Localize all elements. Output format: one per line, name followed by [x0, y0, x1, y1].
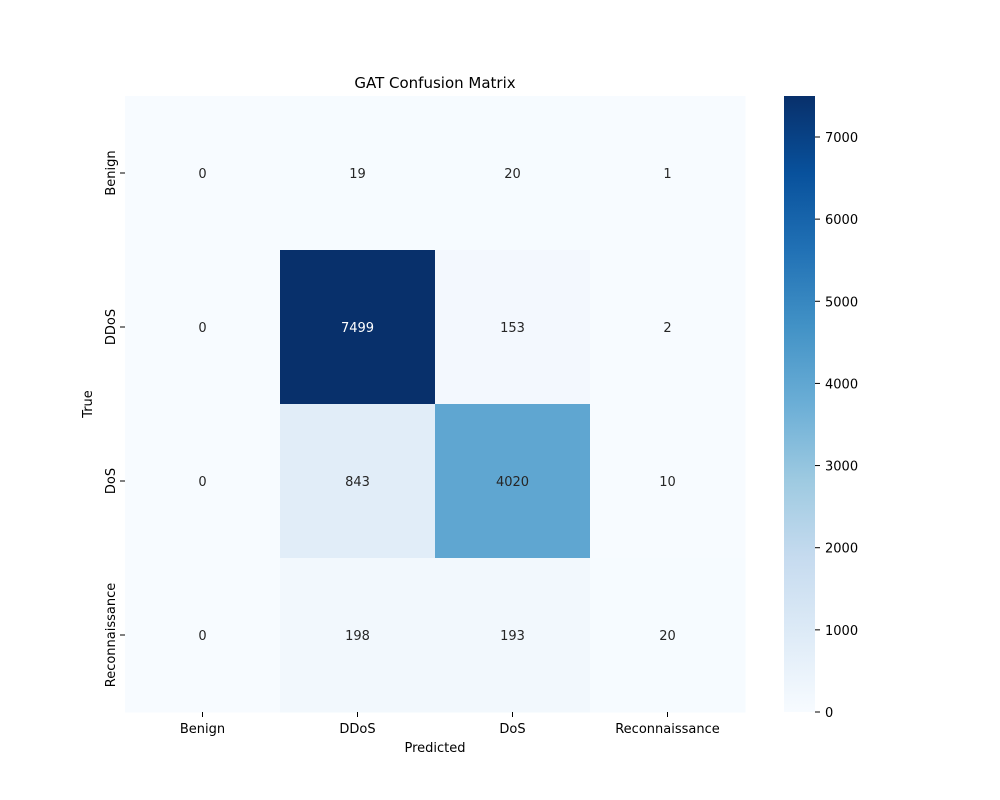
- heatmap-cell: [590, 558, 746, 713]
- cell-value-label: 4020: [496, 475, 529, 490]
- cell-value-label: 20: [659, 629, 676, 644]
- x-tick-label: Benign: [180, 722, 225, 737]
- y-axis: Benign DDoS DoS Reconnaissance: [104, 150, 125, 687]
- x-tick-label: DoS: [499, 722, 525, 737]
- y-axis-label: True: [81, 390, 96, 419]
- cell-value-label: 153: [500, 321, 525, 336]
- y-tick-label: Benign: [104, 150, 119, 195]
- cell-value-label: 0: [198, 321, 206, 336]
- heatmap-cell: [435, 250, 591, 405]
- x-axis: Benign DDoS DoS Reconnaissance: [180, 712, 720, 737]
- cell-value-label: 2: [663, 321, 671, 336]
- x-axis-label: Predicted: [404, 741, 465, 756]
- heatmap-cell: [125, 96, 281, 251]
- heatmap-cell: [280, 558, 436, 713]
- cell-value-label: 1: [663, 167, 671, 182]
- cell-value-label: 0: [198, 629, 206, 644]
- heatmap-cell: [435, 96, 591, 251]
- colorbar-tick-label: 1000: [825, 624, 858, 639]
- colorbar-gradient: [784, 96, 815, 712]
- colorbar-tick-label: 3000: [825, 460, 858, 475]
- heatmap-cell: [590, 404, 746, 559]
- heatmap-cell: [125, 404, 281, 559]
- cell-value-label: 193: [500, 629, 525, 644]
- heatmap-cell: [435, 558, 591, 713]
- heatmap-cell: [125, 558, 281, 713]
- y-tick-label: Reconnaissance: [104, 583, 119, 688]
- heatmap-cell-labels: 0 19 20 10 7499 153 20 843 4020 100 198 193 20: [198, 167, 675, 644]
- cell-value-label: 20: [504, 167, 521, 182]
- y-tick-label: DoS: [104, 468, 119, 494]
- heatmap-cells: [125, 96, 746, 713]
- heatmap-cell: [590, 96, 746, 251]
- heatmap-cell: [125, 250, 281, 405]
- cell-value-label: 843: [345, 475, 370, 490]
- colorbar-tick-label: 4000: [825, 377, 858, 392]
- cell-value-label: 19: [349, 167, 366, 182]
- heatmap-cell: [280, 96, 436, 251]
- heatmap-cell: [280, 250, 436, 405]
- colorbar-tick-label: 6000: [825, 213, 858, 228]
- chart-title: GAT Confusion Matrix: [354, 74, 515, 92]
- heatmap-cell: [280, 404, 436, 559]
- heatmap-cell: [590, 250, 746, 405]
- x-tick-label: DDoS: [339, 722, 375, 737]
- colorbar: 0 1000 2000 3000 4000 5000 6000 7000: [784, 96, 858, 721]
- x-tick-label: Reconnaissance: [615, 722, 720, 737]
- colorbar-tick-label: 5000: [825, 295, 858, 310]
- cell-value-label: 198: [345, 629, 370, 644]
- cell-value-label: 0: [198, 167, 206, 182]
- cell-value-label: 7499: [341, 321, 374, 336]
- cell-value-label: 0: [198, 475, 206, 490]
- cell-value-label: 10: [659, 475, 676, 490]
- heatmap-cell: [435, 404, 591, 559]
- y-tick-label: DDoS: [104, 309, 119, 345]
- colorbar-tick-label: 2000: [825, 542, 858, 557]
- colorbar-tick-label: 0: [825, 706, 833, 721]
- colorbar-tick-label: 7000: [825, 131, 858, 146]
